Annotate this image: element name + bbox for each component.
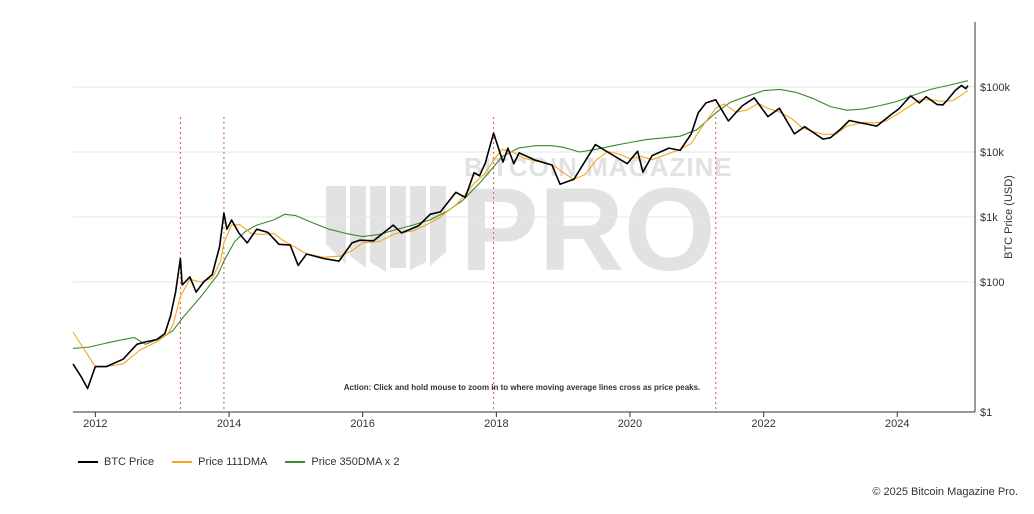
chart-annotation: Action: Click and hold mouse to zoom in …	[344, 383, 701, 392]
x-tick-label: 2020	[618, 418, 642, 430]
chart[interactable]: BITCOIN MAGAZINE PRO $1 $100 $1k $10k $100k 2…	[0, 0, 1034, 446]
legend-swatch-350dma	[285, 461, 306, 463]
legend: BTC Price Price 111DMA Price 350DMA x 2	[78, 456, 399, 468]
y-axis-title: BTC Price (USD)	[1003, 175, 1015, 259]
peak-markers	[179, 117, 717, 412]
x-tick-label: 2014	[217, 418, 241, 430]
legend-label-btc-price: BTC Price	[104, 456, 155, 468]
credit-text: © 2025 Bitcoin Magazine Pro.	[872, 486, 1018, 498]
legend-item-111dma[interactable]: Price 111DMA	[172, 456, 267, 468]
y-tick-label: $100k	[980, 82, 1010, 94]
series-line-btc-price	[72, 84, 969, 390]
x-tick-label: 2018	[484, 418, 508, 430]
legend-item-btc-price[interactable]: BTC Price	[78, 456, 154, 468]
legend-swatch-111dma	[172, 461, 193, 463]
watermark-logo: BITCOIN MAGAZINE PRO	[326, 152, 733, 296]
legend-item-350dma[interactable]: Price 350DMA x 2	[285, 456, 399, 468]
y-tick-label: $100	[980, 277, 1004, 289]
watermark-line1: BITCOIN MAGAZINE	[464, 152, 733, 182]
x-tick-label: 2012	[83, 418, 107, 430]
legend-swatch-btc-price	[78, 461, 98, 463]
y-tick-label: $10k	[980, 147, 1004, 159]
series-line-111dma	[72, 90, 969, 368]
x-tick-label: 2024	[885, 418, 909, 430]
legend-label-111dma: Price 111DMA	[198, 456, 268, 468]
series-layer	[72, 80, 969, 390]
axes: $1 $100 $1k $10k $100k 2012 2014 2016 2018 2020 20…	[73, 22, 1015, 430]
grid	[73, 86, 975, 283]
watermark-stripes-icon	[326, 186, 446, 272]
watermark-line2: PRO	[460, 164, 716, 296]
x-tick-label: 2016	[350, 418, 374, 430]
y-tick-label: $1k	[980, 212, 998, 224]
x-tick-label: 2022	[751, 418, 775, 430]
legend-label-350dma: Price 350DMA x 2	[311, 456, 400, 468]
series-line-350dma	[72, 80, 969, 349]
y-tick-label: $1	[980, 407, 992, 419]
